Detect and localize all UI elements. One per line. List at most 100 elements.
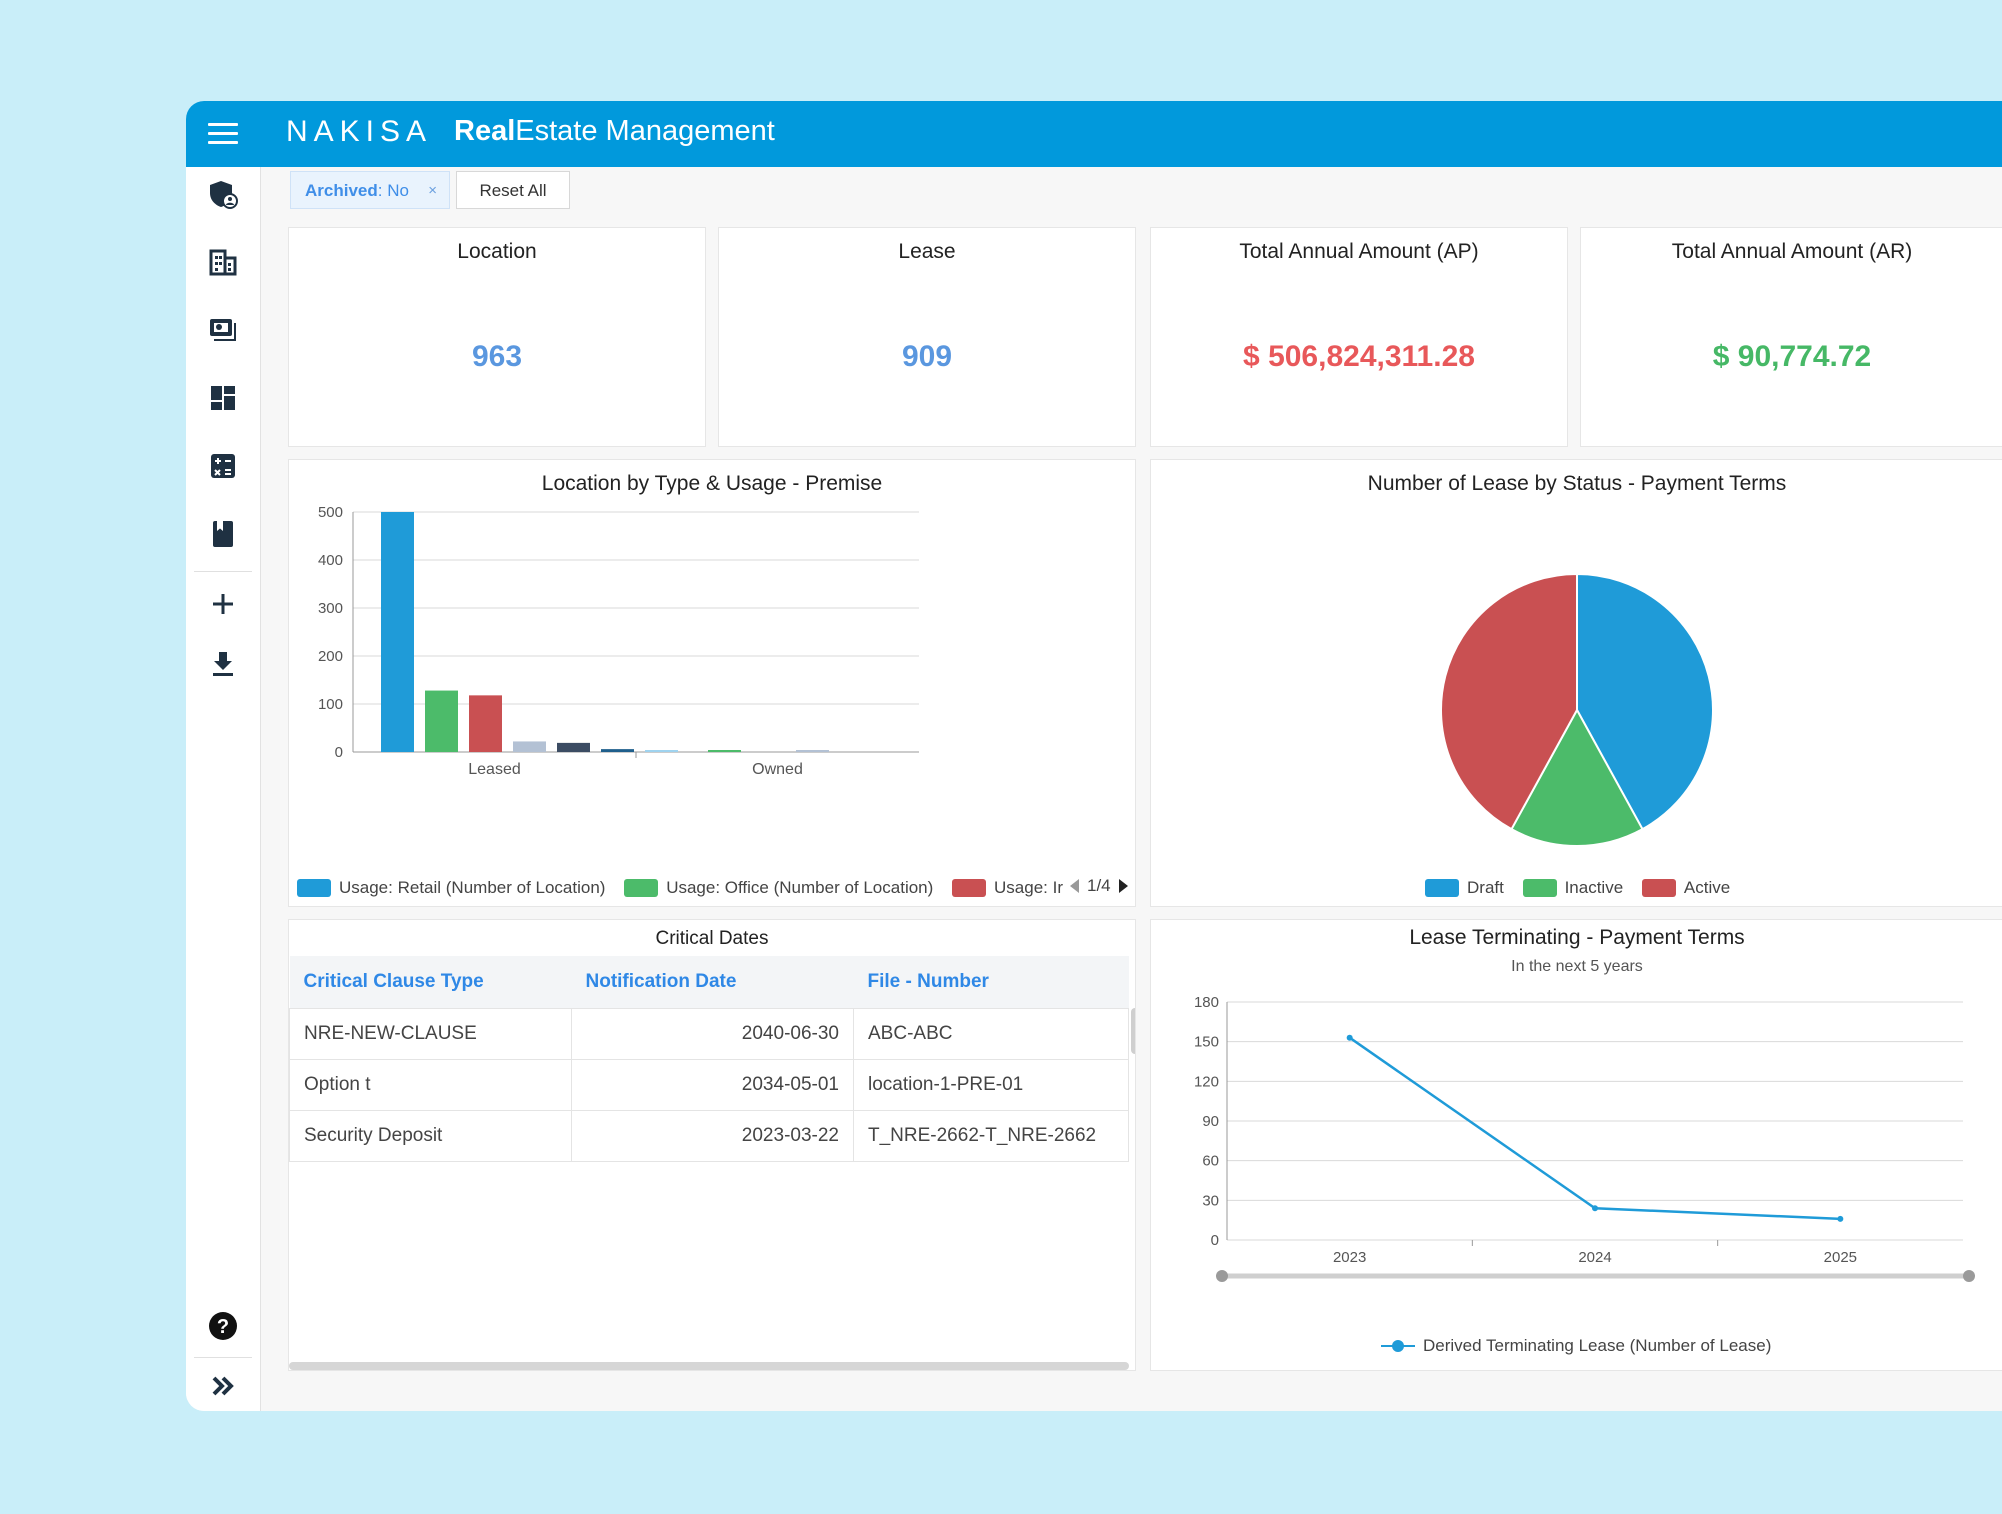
kpi-title: Total Annual Amount (AP): [1239, 240, 1479, 263]
top-bar: NAKISA RealEstate Management: [186, 101, 2002, 167]
legend-label: Active: [1683, 878, 1731, 897]
column-header-notification-date[interactable]: Notification Date: [571, 956, 854, 1009]
legend-label: Usage: Office (Number of Location): [666, 878, 934, 897]
pie-chart: [1440, 572, 1714, 847]
bar: [425, 690, 458, 752]
bar-chart-title: Location by Type & Usage - Premise: [541, 472, 883, 495]
archived-filter-chip[interactable]: Archived: No ×: [290, 171, 450, 209]
app-window: NAKISA RealEstate Management ?: [186, 101, 2002, 1411]
shield-user-icon[interactable]: [206, 177, 240, 211]
kpi-title: Total Annual Amount (AR): [1671, 240, 1913, 263]
kpi-value: 963: [471, 340, 523, 373]
bar: [601, 749, 634, 752]
cell-clause-type: Option t: [289, 1059, 572, 1111]
pie-slice: [1576, 572, 1714, 831]
horizontal-scrollbar[interactable]: [289, 1362, 1129, 1370]
archived-filter-label: Archived: [305, 181, 378, 200]
building-icon[interactable]: [206, 245, 240, 279]
legend-swatch: [1641, 879, 1676, 897]
range-slider-handle-right: [1963, 1270, 1975, 1282]
legend-swatch: [952, 879, 987, 897]
kpi-title: Lease: [898, 240, 956, 263]
legend-label: Draft: [1467, 878, 1504, 897]
legend-item-active[interactable]: Active: [1641, 878, 1731, 898]
critical-dates-card: Critical Dates Critical Clause Type Noti…: [288, 919, 1136, 1371]
plus-icon[interactable]: [206, 587, 240, 621]
legend-swatch: [1522, 879, 1557, 897]
dashboard-icon[interactable]: [206, 381, 240, 415]
book-icon[interactable]: [206, 517, 240, 551]
bar: [645, 750, 678, 752]
menu-icon[interactable]: [208, 123, 238, 145]
legend-swatch: [624, 879, 659, 897]
x-tick-label: 2023: [1333, 1249, 1366, 1266]
cell-notification-date: 2040-06-30: [571, 1008, 854, 1060]
legend-next-icon[interactable]: [1117, 877, 1131, 895]
line-chart-legend[interactable]: Derived Terminating Lease (Number of Lea…: [1381, 1336, 1771, 1356]
bar: [557, 742, 590, 752]
y-tick-label: 0: [1211, 1232, 1219, 1249]
app-title-bold: Real: [454, 115, 516, 147]
bar-chart-card: Location by Type & Usage - Premise 0 100 2…: [288, 459, 1136, 907]
legend-item-draft[interactable]: Draft: [1425, 878, 1504, 898]
cell-file-number: location-1-PRE-01: [853, 1059, 1129, 1111]
bar: [513, 741, 546, 752]
legend-label: Derived Terminating Lease (Number of Lea…: [1423, 1336, 1772, 1355]
data-point: [1592, 1205, 1598, 1212]
y-tick-label: 120: [1194, 1073, 1219, 1090]
cell-clause-type: Security Deposit: [289, 1110, 572, 1162]
bar-chart-legend: Usage: Retail (Number of Location) Usage…: [297, 878, 1077, 902]
kpi-card-location: Location 963: [288, 227, 706, 447]
column-header-clause-type[interactable]: Critical Clause Type: [289, 956, 572, 1009]
table-row[interactable]: NRE-NEW-CLAUSE 2040-06-30 ABC-ABC: [289, 1008, 1129, 1060]
cell-notification-date: 2034-05-01: [571, 1059, 854, 1111]
x-tick-label: 2024: [1578, 1249, 1611, 1266]
column-header-file-number[interactable]: File - Number: [853, 956, 1129, 1009]
sidebar-divider: [194, 571, 252, 572]
pie-slice: [1510, 707, 1644, 847]
remove-filter-icon[interactable]: ×: [428, 182, 437, 199]
svg-text:?: ?: [217, 1316, 229, 1338]
line-chart-card: Lease Terminating - Payment Terms In the…: [1150, 919, 2002, 1371]
expand-icon[interactable]: [206, 1369, 240, 1403]
table-header-row: Critical Clause Type Notification Date F…: [289, 956, 1129, 1009]
legend-item-ir[interactable]: Usage: Ir: [952, 878, 1063, 898]
app-title: RealEstate Management: [454, 115, 775, 148]
data-point: [1837, 1215, 1844, 1222]
legend-item-office[interactable]: Usage: Office (Number of Location): [624, 878, 933, 898]
table-row[interactable]: Option t 2034-05-01 location-1-PRE-01: [289, 1059, 1129, 1111]
y-tick-label: 60: [1202, 1153, 1219, 1170]
reset-all-button[interactable]: Reset All: [456, 171, 570, 209]
app-title-rest: Estate Management: [515, 115, 775, 147]
bar: [796, 750, 829, 752]
table-row[interactable]: Security Deposit 2023-03-22 T_NRE-2662-T…: [289, 1110, 1129, 1162]
legend-prev-icon[interactable]: [1067, 877, 1081, 895]
legend-item-inactive[interactable]: Inactive: [1522, 878, 1624, 898]
legend-label: Inactive: [1564, 878, 1624, 897]
monitor-icon[interactable]: [206, 313, 240, 347]
main-content: Archived: No × Reset All Location 963 Le…: [260, 167, 2002, 1411]
y-tick-label: 90: [1202, 1113, 1219, 1130]
kpi-value: $ 90,774.72: [1712, 340, 1872, 373]
calculator-icon[interactable]: [206, 449, 240, 483]
legend-page: 1/4: [1087, 876, 1111, 895]
y-tick-label: 300: [318, 600, 343, 617]
y-tick-label: 0: [335, 744, 343, 761]
y-tick-label: 500: [318, 504, 343, 521]
help-icon[interactable]: ?: [206, 1309, 240, 1343]
critical-dates-title: Critical Dates: [655, 928, 769, 949]
legend-pager: 1/4: [1067, 876, 1131, 896]
series-line: [1348, 1036, 1841, 1221]
vertical-scrollbar[interactable]: [1131, 1008, 1135, 1054]
kpi-value: 909: [901, 340, 953, 373]
bar-chart: 0 100 200 300 400 500 Leased Owned: [318, 504, 919, 778]
cell-notification-date: 2023-03-22: [571, 1110, 854, 1162]
line-chart-subtitle: In the next 5 years: [1511, 958, 1643, 975]
kpi-title: Location: [457, 240, 537, 263]
pie-chart-card: Number of Lease by Status - Payment Term…: [1150, 459, 2002, 907]
cell-file-number: ABC-ABC: [853, 1008, 1129, 1060]
download-icon[interactable]: [206, 647, 240, 681]
legend-item-retail[interactable]: Usage: Retail (Number of Location): [297, 878, 605, 898]
line-chart: 0 30 60 90 120 150 180 2023 2024 2025: [1194, 994, 1975, 1282]
bar: [381, 512, 414, 752]
